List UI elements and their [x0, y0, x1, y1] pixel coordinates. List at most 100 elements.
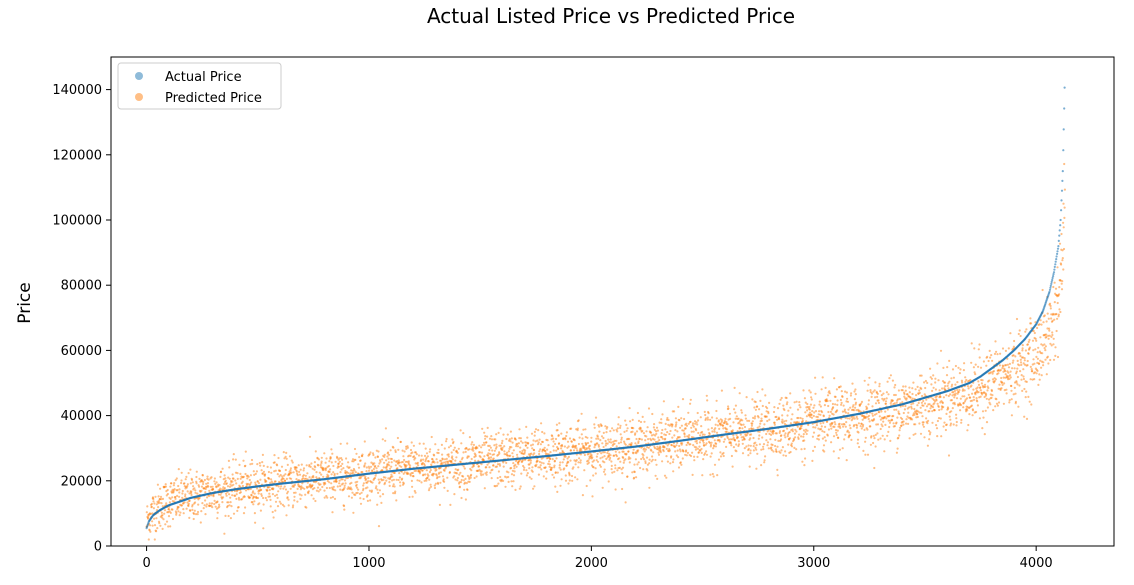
predicted-price-point: [960, 421, 963, 424]
predicted-price-point: [401, 477, 404, 480]
predicted-price-point: [1023, 357, 1026, 360]
predicted-price-point: [1041, 344, 1044, 347]
predicted-price-point: [341, 458, 344, 461]
predicted-price-point: [515, 445, 518, 448]
predicted-price-point: [699, 434, 702, 437]
predicted-price-point: [979, 366, 983, 369]
predicted-price-point: [328, 486, 331, 490]
predicted-price-point: [540, 468, 543, 471]
predicted-price-point: [354, 493, 357, 497]
predicted-price-point: [948, 380, 951, 383]
predicted-price-point: [577, 461, 580, 464]
predicted-price-point: [310, 462, 313, 465]
predicted-price-point: [202, 480, 205, 483]
predicted-price-point: [580, 448, 583, 451]
predicted-price-point: [706, 437, 709, 440]
predicted-price-point: [431, 458, 434, 461]
predicted-price-point: [502, 465, 505, 468]
predicted-price-point: [792, 438, 796, 441]
predicted-price-point: [451, 455, 454, 458]
predicted-price-point: [221, 467, 224, 470]
predicted-price-point: [447, 453, 450, 456]
predicted-price-point: [235, 493, 238, 496]
predicted-price-point: [712, 475, 715, 478]
predicted-price-point: [985, 421, 989, 424]
predicted-price-point: [325, 494, 328, 498]
predicted-price-point: [1029, 378, 1032, 381]
predicted-price-point: [526, 436, 529, 439]
predicted-price-point: [204, 487, 207, 491]
predicted-price-point: [559, 468, 562, 471]
predicted-price-point: [257, 482, 260, 485]
predicted-price-point: [588, 444, 592, 447]
predicted-price-point: [889, 374, 893, 377]
predicted-price-point: [866, 428, 869, 431]
predicted-price-point: [801, 460, 804, 463]
predicted-price-point: [849, 394, 853, 397]
predicted-price-point: [177, 484, 180, 488]
predicted-price-point: [443, 480, 446, 483]
predicted-price-point: [323, 489, 326, 492]
predicted-price-point: [960, 379, 964, 382]
predicted-price-point: [403, 450, 406, 453]
predicted-price-point: [653, 447, 657, 450]
predicted-price-point: [471, 441, 474, 444]
predicted-price-point: [673, 445, 677, 448]
predicted-price-point: [585, 442, 588, 445]
predicted-price-point: [695, 429, 698, 432]
predicted-price-point: [558, 422, 561, 425]
predicted-price-point: [624, 458, 627, 461]
predicted-price-point: [465, 482, 468, 485]
predicted-price-point: [409, 474, 412, 477]
predicted-price-point: [791, 430, 795, 433]
predicted-price-point: [306, 472, 309, 475]
predicted-price-point: [213, 477, 216, 480]
predicted-price-point: [878, 385, 881, 388]
predicted-price-point: [385, 465, 389, 468]
predicted-price-point: [918, 422, 921, 425]
predicted-price-point: [365, 466, 368, 469]
predicted-price-point: [619, 441, 623, 444]
predicted-price-point: [462, 479, 465, 482]
predicted-price-point: [747, 444, 750, 447]
predicted-price-point: [269, 481, 272, 484]
predicted-price-point: [874, 402, 878, 405]
predicted-price-point: [243, 495, 246, 498]
predicted-price-point: [446, 489, 449, 492]
predicted-price-point: [1029, 322, 1033, 325]
predicted-price-point: [806, 429, 809, 432]
predicted-price-point: [216, 511, 219, 514]
predicted-price-point: [793, 432, 797, 435]
predicted-price-point: [1040, 374, 1043, 377]
predicted-price-point: [287, 498, 290, 501]
predicted-price-point: [424, 473, 427, 476]
predicted-price-point: [915, 394, 918, 397]
predicted-price-point: [147, 538, 150, 541]
predicted-price-point: [954, 392, 957, 395]
predicted-price-point: [806, 402, 809, 406]
predicted-price-point: [727, 438, 731, 441]
predicted-price-point: [553, 459, 557, 462]
predicted-price-point: [247, 475, 250, 478]
predicted-price-point: [331, 511, 334, 514]
predicted-price-point: [512, 480, 515, 483]
predicted-price-point: [1025, 328, 1028, 331]
predicted-price-point: [634, 442, 637, 445]
predicted-price-point: [170, 482, 173, 485]
predicted-price-point: [366, 494, 369, 497]
predicted-price-point: [704, 417, 708, 420]
predicted-price-point: [391, 479, 394, 482]
predicted-price-point: [783, 420, 786, 423]
predicted-price-point: [581, 442, 584, 445]
predicted-price-point: [350, 488, 353, 491]
predicted-price-point: [884, 402, 887, 405]
predicted-price-point: [439, 481, 442, 484]
predicted-price-point: [1018, 329, 1021, 332]
predicted-price-point: [918, 411, 921, 414]
predicted-price-point: [576, 427, 579, 430]
predicted-price-point: [354, 458, 357, 461]
predicted-price-point: [438, 503, 441, 506]
predicted-price-point: [911, 387, 914, 390]
predicted-price-point: [618, 451, 621, 454]
predicted-price-point: [559, 461, 562, 464]
